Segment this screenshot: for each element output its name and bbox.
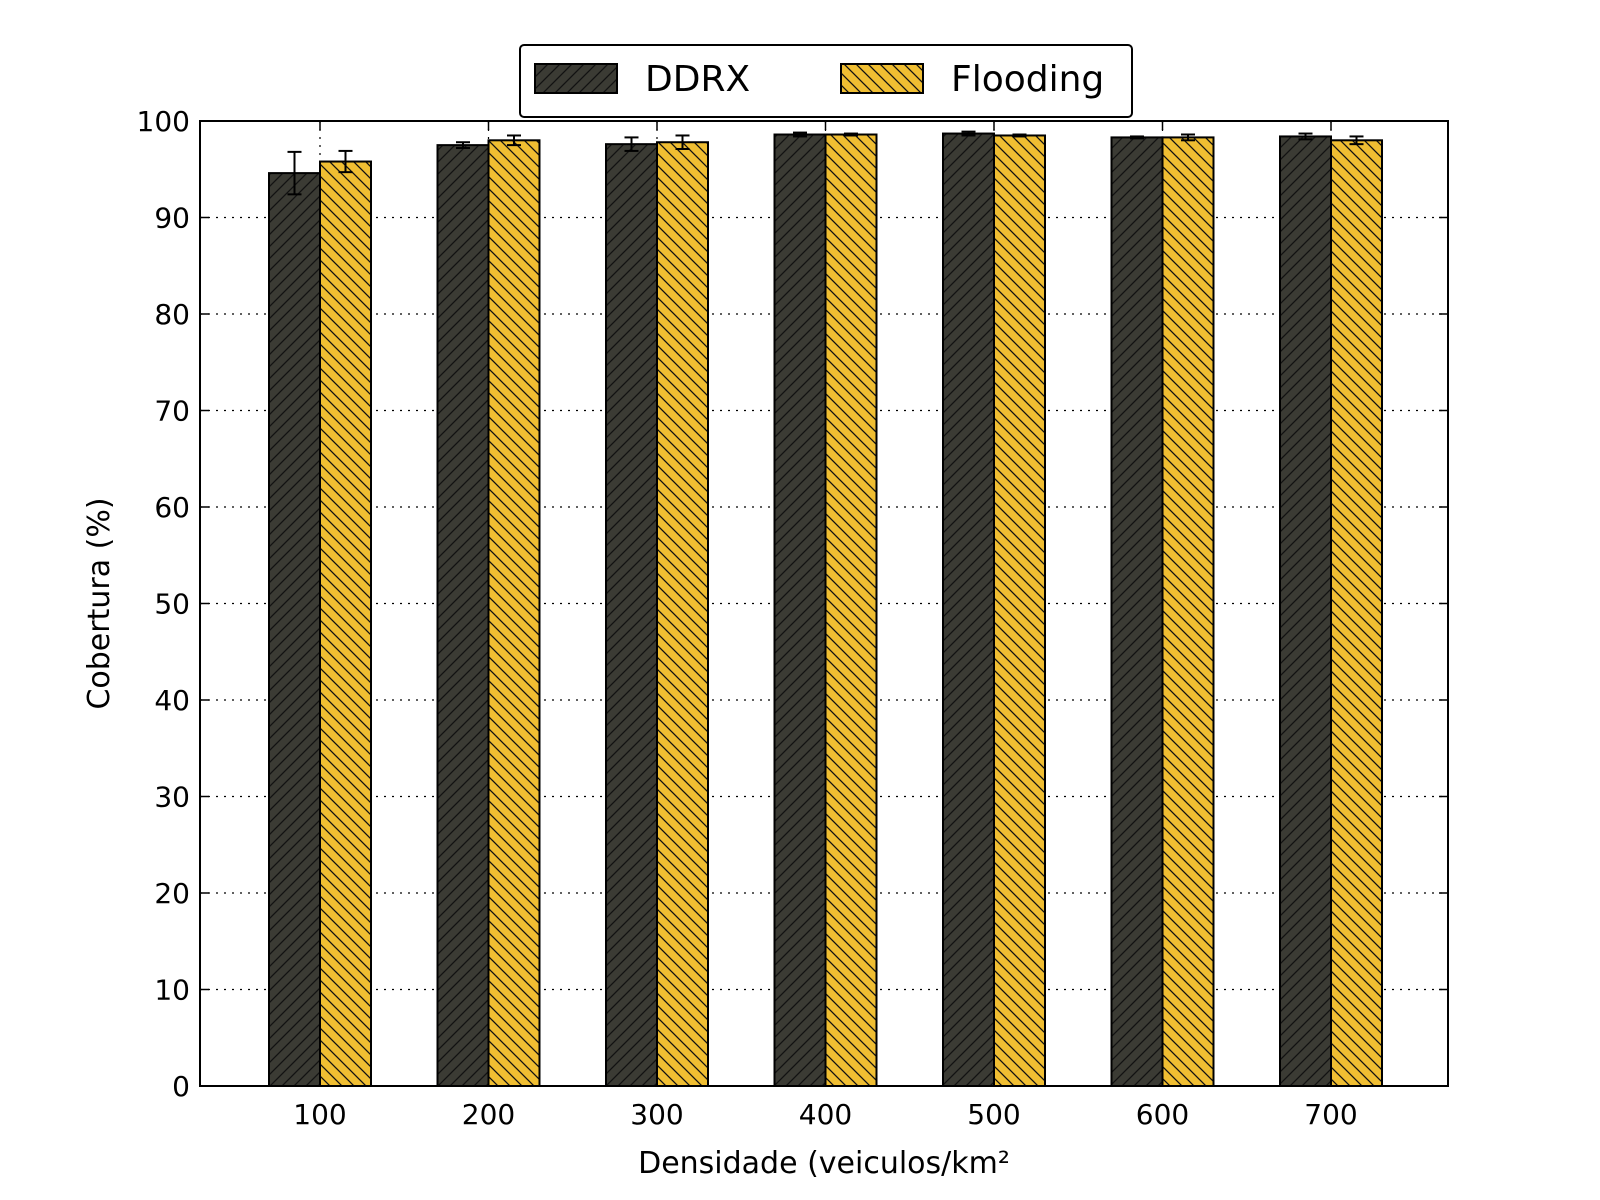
bar-ddrx-200 <box>436 144 490 1087</box>
error-bar-flooding-600 <box>1181 133 1195 142</box>
x-tick-label: 600 <box>1136 1098 1189 1131</box>
bar-ddrx-600 <box>1110 136 1164 1087</box>
legend: DDRX Flooding <box>519 44 1133 118</box>
error-bar-ddrx-700 <box>1298 132 1313 141</box>
bar-flooding-400 <box>824 133 878 1087</box>
bar-flooding-100 <box>319 160 372 1087</box>
y-tick-label: 10 <box>154 974 190 1007</box>
error-bar-flooding-200 <box>507 134 521 147</box>
bars <box>268 132 1383 1088</box>
error-bar-ddrx-200 <box>456 141 470 150</box>
error-bar-ddrx-100 <box>287 150 302 196</box>
y-tick-label: 30 <box>154 781 190 814</box>
x-tick-label: 300 <box>630 1098 683 1131</box>
error-bar-ddrx-300 <box>624 136 639 152</box>
axis-ticks: 0 10 20 30 40 50 60 70 80 90 100 100 200 300 400 500 600… <box>137 105 1448 1131</box>
error-bar-ddrx-400 <box>793 131 807 138</box>
bar-ddrx-700 <box>1279 135 1332 1087</box>
y-tick-label: 60 <box>154 491 190 524</box>
error-bar-ddrx-600 <box>1130 135 1144 140</box>
error-bar-ddrx-500 <box>961 130 976 137</box>
legend-label-flooding: Flooding <box>951 59 1104 100</box>
bar-ddrx-300 <box>605 143 658 1088</box>
bar-flooding-700 <box>1330 139 1383 1088</box>
error-bar-flooding-700 <box>1349 135 1364 146</box>
error-bar-flooding-500 <box>1012 133 1027 138</box>
legend-swatch-ddrx <box>534 63 618 94</box>
bar-flooding-300 <box>656 141 709 1088</box>
x-axis-label: Densidade (veiculos/km² <box>638 1146 1010 1181</box>
error-bar-flooding-300 <box>675 134 690 150</box>
y-tick-label: 100 <box>137 105 190 138</box>
y-tick-label: 40 <box>154 684 190 717</box>
bar-ddrx-500 <box>942 132 995 1088</box>
x-tick-label: 100 <box>293 1098 346 1131</box>
y-tick-label: 70 <box>154 395 190 428</box>
x-tick-label: 500 <box>967 1098 1020 1131</box>
bar-flooding-500 <box>993 134 1046 1088</box>
y-tick-label: 0 <box>172 1070 190 1103</box>
error-bar-flooding-400 <box>844 132 858 137</box>
error-bars <box>287 130 1364 196</box>
y-tick-label: 80 <box>154 298 190 331</box>
x-tick-label: 400 <box>799 1098 852 1131</box>
bar-flooding-200 <box>487 139 541 1088</box>
legend-label-ddrx: DDRX <box>645 59 750 100</box>
y-tick-label: 50 <box>154 588 190 621</box>
legend-box <box>519 44 1133 118</box>
bar-ddrx-100 <box>268 172 321 1088</box>
y-tick-label: 90 <box>154 202 190 235</box>
x-tick-label: 700 <box>1304 1098 1357 1131</box>
error-bar-flooding-100 <box>338 149 353 174</box>
x-tick-label: 200 <box>462 1098 515 1131</box>
y-axis-label: Cobertura (%) <box>82 497 117 709</box>
legend-swatch-flooding <box>840 63 924 94</box>
y-tick-label: 20 <box>154 877 190 910</box>
bar-flooding-600 <box>1161 136 1215 1087</box>
bar-ddrx-400 <box>773 133 827 1087</box>
